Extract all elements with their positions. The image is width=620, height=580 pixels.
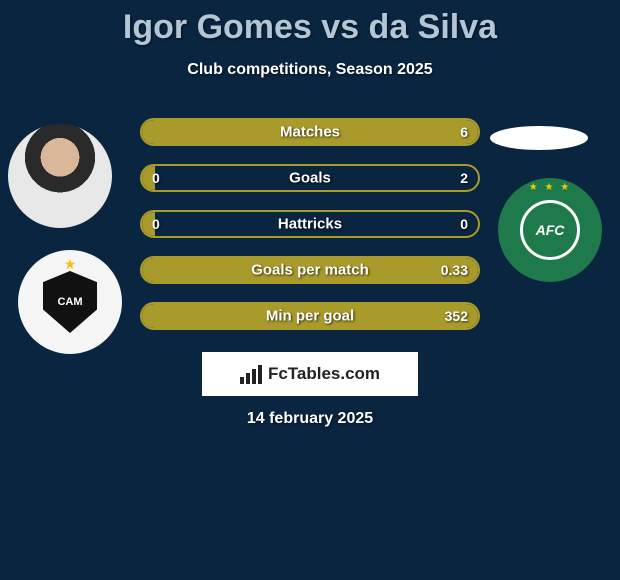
stat-right-value: 0	[460, 216, 468, 232]
stat-right-value: 0.33	[441, 262, 468, 278]
stat-label: Goals	[142, 170, 478, 187]
player-right-avatar	[490, 126, 588, 150]
stats-area: Matches60Goals20Hattricks0Goals per matc…	[140, 118, 480, 348]
stat-row: 0Goals2	[140, 164, 480, 192]
star-icon: ★	[64, 256, 77, 273]
stat-row: Matches6	[140, 118, 480, 146]
page-title: Igor Gomes vs da Silva	[0, 0, 620, 47]
stat-label: Matches	[142, 124, 478, 141]
stat-row: Min per goal352	[140, 302, 480, 330]
watermark-text: FcTables.com	[268, 364, 380, 384]
stat-row: 0Hattricks0	[140, 210, 480, 238]
date-text: 14 february 2025	[0, 410, 620, 428]
stars-icon: ★ ★ ★	[529, 182, 571, 193]
watermark: FcTables.com	[202, 352, 418, 396]
stat-label: Goals per match	[142, 262, 478, 279]
shield-icon: CAM	[43, 271, 97, 333]
stat-right-value: 352	[445, 308, 468, 324]
stat-row: Goals per match0.33	[140, 256, 480, 284]
stat-label: Hattricks	[142, 216, 478, 233]
page-subtitle: Club competitions, Season 2025	[0, 61, 620, 79]
player-left-avatar	[8, 124, 112, 228]
club-badge-left-text: CAM	[57, 296, 82, 308]
club-badge-right-text-wrap: AFC	[520, 200, 580, 260]
stat-right-value: 2	[460, 170, 468, 186]
club-badge-right-text: AFC	[536, 222, 565, 238]
bar-chart-icon	[240, 365, 262, 384]
stat-label: Min per goal	[142, 308, 478, 325]
player-right-club-badge: ★ ★ ★ AFC	[498, 178, 602, 282]
stat-right-value: 6	[460, 124, 468, 140]
player-left-club-badge: ★ CAM	[18, 250, 122, 354]
